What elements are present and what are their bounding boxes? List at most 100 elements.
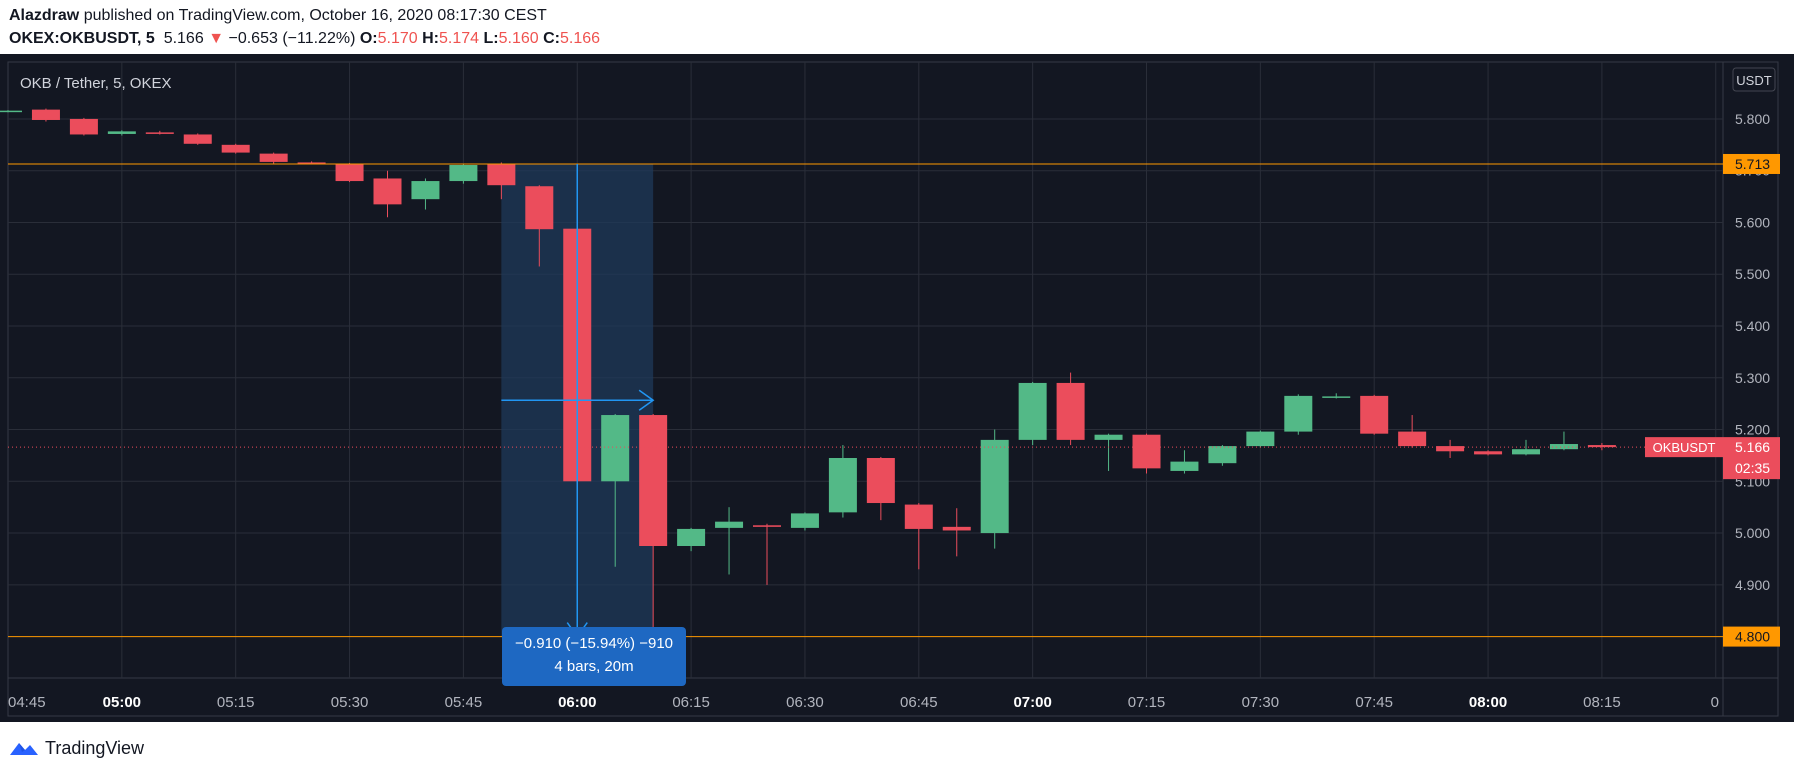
candle-up xyxy=(980,439,1009,534)
candle-up xyxy=(790,513,819,528)
y-tick-label: 5.000 xyxy=(1735,525,1770,541)
measure-label: −0.910 (−15.94%) −910 4 bars, 20m xyxy=(502,627,686,686)
candle-down xyxy=(1398,431,1427,447)
currency-box xyxy=(1732,67,1776,92)
y-tick-label: 4.900 xyxy=(1735,577,1770,593)
x-tick-label: 07:00 xyxy=(1013,694,1051,711)
candle-up xyxy=(107,131,136,134)
candle-up xyxy=(1322,396,1351,398)
candle-up xyxy=(677,528,706,546)
candle-up xyxy=(1246,431,1275,447)
x-tick-label: 06:30 xyxy=(786,694,824,711)
candle-down xyxy=(1436,446,1465,452)
candle-up xyxy=(715,521,744,528)
measure-bars: 4 bars, 20m xyxy=(554,658,634,675)
x-tick-label: 05:15 xyxy=(217,694,255,711)
y-tick-label: 5.400 xyxy=(1735,318,1770,334)
candle-up xyxy=(601,415,630,482)
candle-down xyxy=(866,458,895,504)
measure-change: −0.910 (−15.94%) −910 xyxy=(514,635,674,652)
x-tick-label: 07:15 xyxy=(1128,694,1166,711)
candle-down xyxy=(487,163,516,186)
low-value: 5.160 xyxy=(498,30,539,47)
candle-down xyxy=(639,415,668,546)
x-tick-label: 05:30 xyxy=(331,694,369,711)
chart-background xyxy=(0,54,1794,722)
candle-up xyxy=(1094,434,1123,440)
level-price-label: 5.713 xyxy=(1735,156,1770,172)
price-chart[interactable]: OKB / Tether, 5, OKEX5.8005.7005.6005.50… xyxy=(0,54,1794,722)
footer: TradingView xyxy=(9,737,144,759)
symbol-tag xyxy=(1645,437,1723,458)
last-price: 5.166 xyxy=(163,30,204,47)
published-line: published on TradingView.com, October 16… xyxy=(83,7,547,24)
x-tick-label: 08:15 xyxy=(1583,694,1621,711)
candle-up xyxy=(1208,446,1237,464)
down-arrow-icon: ▼ xyxy=(208,30,225,47)
tradingview-logo-icon xyxy=(10,743,38,755)
symbol-info: OKEX:OKBUSDT, 5 5.166 ▼ −0.653 (−11.22%)… xyxy=(9,30,600,48)
candle-up xyxy=(0,110,22,113)
currency-label: USDT xyxy=(1736,73,1771,88)
candle-down xyxy=(259,153,288,162)
candle-up xyxy=(1549,444,1578,450)
close-label: C: xyxy=(543,30,561,47)
level-price-label: 4.800 xyxy=(1735,629,1770,645)
candle-down xyxy=(183,134,212,144)
x-tick-label: 08:00 xyxy=(1469,694,1507,711)
candle-down xyxy=(1132,434,1161,469)
level-price-tag xyxy=(1723,153,1780,174)
candle-down xyxy=(1056,382,1085,440)
candle-up xyxy=(828,458,857,513)
candle-down xyxy=(221,144,250,153)
candle-down xyxy=(1360,395,1389,434)
candle-down xyxy=(373,178,402,205)
candle-down xyxy=(31,109,60,120)
candle-down xyxy=(942,526,971,531)
publish-info: Alazdraw published on TradingView.com, O… xyxy=(9,7,547,25)
chart-title: OKB / Tether, 5, OKEX xyxy=(20,75,171,92)
candle-up xyxy=(1170,461,1199,471)
symbol-tag-label: OKBUSDT xyxy=(1653,440,1716,455)
x-tick-label: 06:00 xyxy=(558,694,596,711)
candle-down xyxy=(145,132,174,134)
close-value: 5.166 xyxy=(560,30,601,47)
candle-up xyxy=(1284,395,1313,432)
high-label: H: xyxy=(422,30,440,47)
footer-brand: TradingView xyxy=(45,737,145,758)
y-tick-label: 5.500 xyxy=(1735,266,1770,282)
price-change: −0.653 (−11.22%) xyxy=(228,30,356,47)
candle-down xyxy=(1587,445,1616,448)
open-label: O: xyxy=(359,30,378,47)
candle-up xyxy=(411,181,440,200)
high-value: 5.174 xyxy=(439,30,480,47)
y-tick-label: 5.200 xyxy=(1735,422,1770,438)
last-price-tag-value: 5.166 xyxy=(1735,439,1770,455)
candle-up xyxy=(1018,382,1047,440)
candle-down xyxy=(297,162,326,164)
x-tick-label: 05:45 xyxy=(445,694,483,711)
y-tick-label: 5.800 xyxy=(1735,111,1770,127)
x-tick-label: 06:45 xyxy=(900,694,938,711)
open-value: 5.170 xyxy=(377,30,418,47)
y-tick-label: 5.600 xyxy=(1735,214,1770,230)
candle-up xyxy=(449,165,478,182)
candle-down xyxy=(1474,451,1503,455)
level-price-tag xyxy=(1723,626,1780,647)
chart-frame xyxy=(7,61,1779,717)
candle-down xyxy=(904,504,933,529)
publisher-name: Alazdraw xyxy=(9,7,80,24)
arrow-right-icon xyxy=(638,389,655,411)
candle-up xyxy=(1512,449,1540,455)
candle-down xyxy=(753,525,781,527)
x-tick-label: 04:45 xyxy=(8,694,46,711)
x-tick-label: 07:45 xyxy=(1355,694,1393,711)
x-tick-label: 0 xyxy=(1711,694,1719,711)
symbol-label: OKEX:OKBUSDT, 5 xyxy=(9,30,155,47)
x-tick-label: 05:00 xyxy=(103,694,141,711)
last-price-tag xyxy=(1723,437,1780,480)
candle-down xyxy=(335,163,364,182)
low-label: L: xyxy=(483,30,499,47)
candle-down xyxy=(525,186,554,230)
candle-down xyxy=(69,118,98,135)
